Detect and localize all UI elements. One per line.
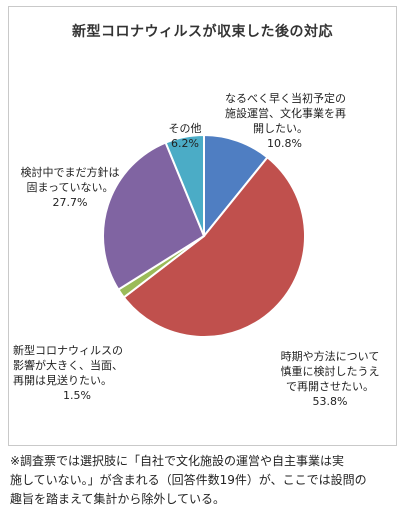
footnote-line-2: 趣旨を踏まえて集計から除外している。: [10, 492, 226, 506]
slice-label-0-line-1: 施設運営、文化事業を再: [225, 107, 346, 120]
slice-label-0: なるべく早く当初予定の 施設運営、文化事業を再 開したい。 10.8%: [225, 91, 385, 151]
slice-label-3: 検討中でまだ方針は 固まっていない。 27.7%: [11, 165, 129, 210]
slice-label-1: 時期や方法について 慎重に検討したうえ で再開させたい。 53.8%: [271, 349, 389, 409]
slice-label-3-line-1: 固まっていない。: [26, 181, 114, 194]
slice-label-2-line-2: 再開は見送りたい。: [13, 374, 112, 387]
chart-frame: 新型コロナウィルスが収束した後の対応 なるべく早く当初予定の 施設運営、文化事業…: [8, 6, 397, 446]
slice-label-4: その他 6.2%: [159, 121, 211, 151]
pie-chart: [102, 133, 307, 339]
slice-label-0-line-2: 開したい。: [253, 122, 308, 135]
slice-value-0: 10.8%: [267, 137, 302, 150]
slice-label-2: 新型コロナウィルスの 影響が大きく、当面、 再開は見送りたい。 1.5%: [13, 343, 143, 403]
slice-value-2: 1.5%: [63, 389, 91, 402]
slice-value-4: 6.2%: [171, 137, 199, 150]
pie-slice-1: [122, 155, 307, 339]
slice-value-1: 53.8%: [312, 395, 348, 408]
slice-label-4-line-0: その他: [168, 122, 202, 135]
pie-slice-4: [164, 133, 205, 237]
pie-slice-0: [203, 133, 269, 239]
footnote: ※調査票では選択肢に「自社で文化施設の運営や自主事業は実 施していない。」が含ま…: [10, 452, 400, 509]
chart-title: 新型コロナウィルスが収束した後の対応: [72, 24, 333, 40]
slice-value-3: 27.7%: [52, 196, 88, 209]
pie-slice-3: [102, 141, 206, 291]
footnote-line-1: 施していない。」が含まれる（回答件数19件）が、ここでは設問の: [10, 473, 367, 487]
slice-label-1-line-2: で再開させたい。: [286, 380, 374, 393]
slice-label-0-line-0: なるべく早く当初予定の: [225, 92, 346, 105]
slice-label-1-line-0: 時期や方法について: [280, 350, 380, 363]
pie-slices: [102, 133, 307, 339]
slice-label-2-line-1: 影響が大きく、当面、: [13, 359, 123, 372]
footnote-line-0: ※調査票では選択肢に「自社で文化施設の運営や自主事業は実: [10, 454, 345, 468]
slice-label-2-line-0: 新型コロナウィルスの: [13, 344, 123, 357]
slice-label-3-line-0: 検討中でまだ方針は: [20, 166, 120, 179]
slice-label-1-line-1: 慎重に検討したうえ: [280, 365, 380, 378]
